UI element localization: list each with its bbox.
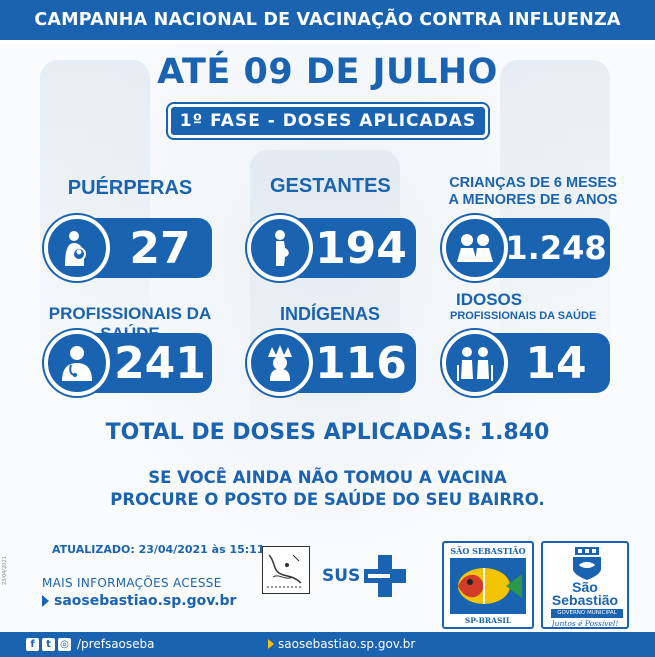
gov-name: São Sebastião (543, 579, 627, 608)
gov-name-line2: Sebastião (551, 592, 619, 608)
stat-value-idosos: 14 (525, 337, 587, 389)
stat-value-puerperas: 27 (129, 222, 191, 274)
facebook-icon[interactable]: f (26, 637, 39, 651)
pregnant-woman-icon (247, 215, 313, 281)
website-link[interactable]: saosebastiao.sp.gov.br (42, 593, 236, 609)
bg-vial-right (500, 60, 610, 360)
mother-baby-icon (44, 215, 110, 281)
category-label-puerperas: PUÉRPERAS (67, 177, 193, 199)
crest-top-text: SÃO SEBASTIÃO (450, 546, 526, 556)
map-logo (262, 546, 310, 594)
more-info-label: MAIS INFORMAÇÕES ACESSE (42, 576, 222, 590)
chevron-right-icon (268, 639, 274, 649)
category-label-idosos: IDOSOS PROFISSIONAIS DA SAÚDE (450, 290, 620, 322)
crest-bottom-text: SP-BRASIL (464, 616, 512, 625)
updated-timestamp: ATUALIZADO: 23/04/2021 às 15:11 (52, 543, 265, 556)
social-handle[interactable]: /prefsaoseba (77, 637, 155, 651)
website-text: saosebastiao.sp.gov.br (54, 593, 237, 609)
category-label-criancas-line2: A MENORES DE 6 ANOS (448, 192, 618, 208)
category-label-idosos-line1: IDOSOS (456, 290, 523, 309)
government-logo: São Sebastião GOVERNO MUNICIPAL Juntos é… (541, 541, 629, 629)
category-label-criancas: CRIANÇAS DE 6 MESES A MENORES DE 6 ANOS (448, 175, 618, 209)
sus-logo: SUS (322, 553, 408, 599)
children-icon (442, 215, 508, 281)
gov-slogan: Juntos é Possível! (551, 619, 619, 628)
elderly-icon (442, 330, 508, 396)
category-label-idosos-line2: PROFISSIONAIS DA SAÚDE (450, 310, 597, 322)
header-banner: CAMPANHA NACIONAL DE VACINAÇÃO CONTRA IN… (0, 0, 655, 44)
twitter-icon[interactable]: t (42, 637, 55, 651)
chevron-right-icon (42, 595, 49, 607)
sus-text: SUS (322, 566, 361, 586)
doctor-icon (44, 330, 110, 396)
footer-bar (0, 632, 655, 657)
footer-website-link[interactable]: saosebastiao.sp.gov.br (268, 637, 415, 651)
total-doses: TOTAL DE DOSES APLICADAS: 1.840 (105, 420, 550, 445)
gov-name-line1: São (572, 579, 598, 595)
social-links: f t ◎ /prefsaoseba (26, 637, 155, 651)
category-label-gestantes: GESTANTES (270, 175, 391, 197)
stat-value-criancas: 1.248 (505, 229, 607, 267)
message-line2: PROCURE O POSTO DE SAÚDE DO SEU BAIRRO. (110, 490, 545, 509)
indigenous-icon (247, 330, 313, 396)
category-label-indigenas: INDÍGENAS (279, 304, 380, 324)
phase-banner: 1º FASE - DOSES APLICADAS (168, 104, 488, 138)
date-title: ATÉ 09 DE JULHO (157, 52, 498, 92)
city-shield-icon (573, 547, 601, 580)
instagram-icon[interactable]: ◎ (58, 637, 71, 651)
bg-vial-left (40, 60, 150, 360)
vertical-date: 23/04/2021 (2, 556, 8, 585)
header-title: CAMPANHA NACIONAL DE VACINAÇÃO CONTRA IN… (34, 10, 621, 30)
message-line1: SE VOCÊ AINDA NÃO TOMOU A VACINA (148, 468, 507, 487)
category-label-criancas-line1: CRIANÇAS DE 6 MESES (449, 175, 617, 191)
stat-value-indigenas: 116 (315, 337, 407, 389)
stat-value-gestantes: 194 (315, 222, 407, 274)
stat-value-profissionais: 241 (114, 337, 206, 389)
sus-cross-icon (364, 555, 407, 597)
gov-subtitle: GOVERNO MUNICIPAL (551, 609, 623, 618)
city-crest-logo: SÃO SEBASTIÃO SP-BRASIL (442, 541, 534, 629)
footer-website-text: saosebastiao.sp.gov.br (278, 637, 416, 651)
fish-emblem-icon (450, 558, 526, 614)
